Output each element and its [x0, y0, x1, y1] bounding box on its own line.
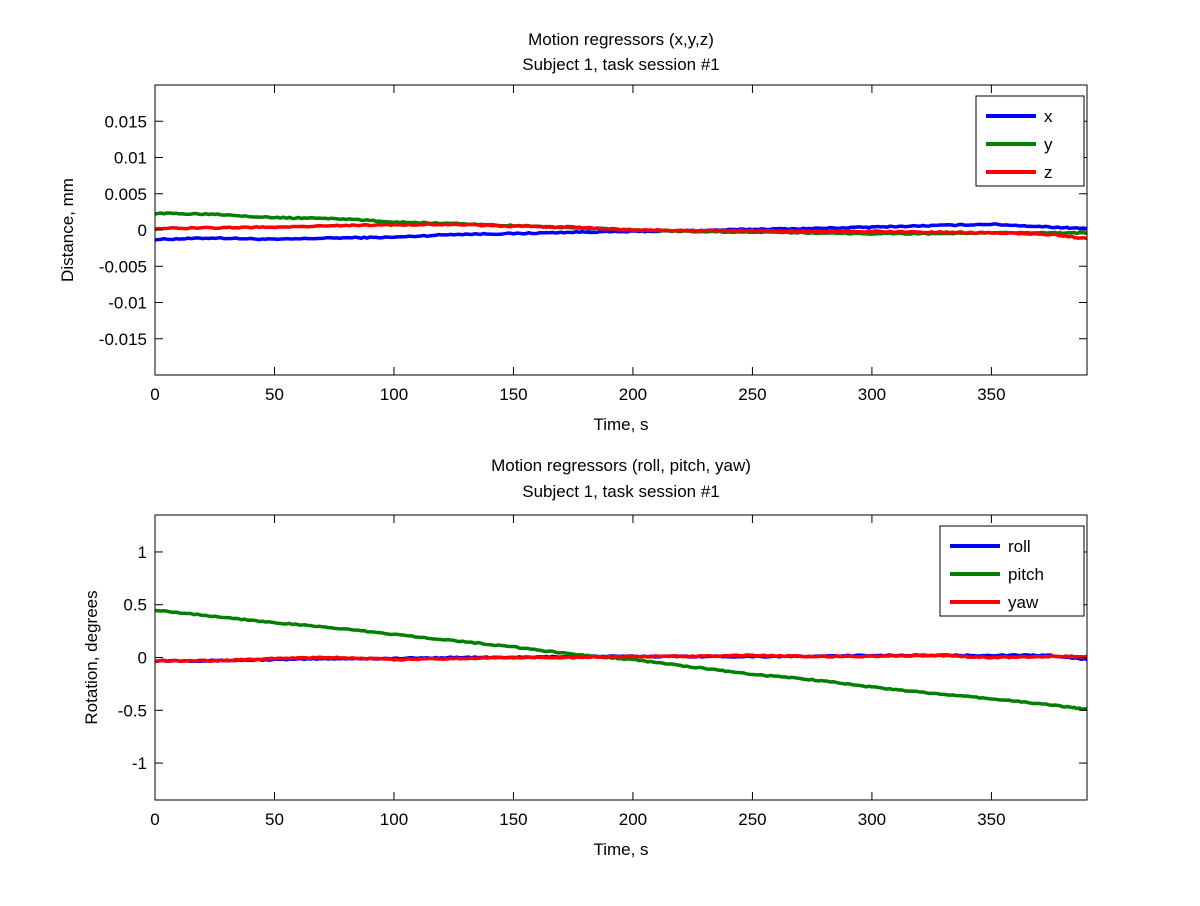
chart-title-line-2: Subject 1, task session #1 — [522, 482, 720, 501]
x-tick-label: 150 — [499, 810, 527, 829]
y-tick-label: 0.015 — [104, 112, 147, 131]
y-tick-label: -0.01 — [108, 294, 147, 313]
x-tick-label: 300 — [858, 810, 886, 829]
x-tick-label: 250 — [738, 385, 766, 404]
x-tick-label: 100 — [380, 385, 408, 404]
x-axis-label: Time, s — [593, 415, 648, 434]
chart-title-line-1: Motion regressors (roll, pitch, yaw) — [491, 456, 751, 475]
x-tick-label: 0 — [150, 385, 159, 404]
legend: xyz — [975, 95, 1085, 187]
legend-label-roll: roll — [1008, 537, 1031, 556]
legend-label-x: x — [1044, 107, 1053, 126]
y-tick-label: -0.005 — [99, 257, 147, 276]
legend: roll pitch yaw — [939, 525, 1085, 617]
x-tick-label: 50 — [265, 810, 284, 829]
x-tick-label: 350 — [977, 810, 1005, 829]
series-line-z — [155, 222, 1087, 241]
legend-label-yaw: yaw — [1008, 593, 1039, 612]
x-tick-label: 100 — [380, 810, 408, 829]
chart-title-line-1: Motion regressors (x,y,z) — [528, 30, 714, 49]
y-axis-label: Rotation, degrees — [82, 590, 101, 724]
y-tick-label: -0.5 — [118, 701, 147, 720]
x-tick-label: 200 — [619, 810, 647, 829]
x-axis-label: Time, s — [593, 840, 648, 859]
series-line-pitch — [155, 608, 1087, 712]
x-tick-label: 150 — [499, 385, 527, 404]
y-tick-label: 1 — [138, 543, 147, 562]
x-tick-label: 350 — [977, 385, 1005, 404]
series-group — [155, 211, 1087, 242]
y-tick-label: 0.005 — [104, 185, 147, 204]
y-tick-label: 0 — [138, 221, 147, 240]
y-tick-label: -0.015 — [99, 330, 147, 349]
y-axis-label: Distance, mm — [58, 178, 77, 282]
legend-label-pitch: pitch — [1008, 565, 1044, 584]
x-tick-label: 200 — [619, 385, 647, 404]
panel-rotation: Motion regressors (roll, pitch, yaw) Subj… — [82, 456, 1088, 859]
legend-label-z: z — [1044, 163, 1053, 182]
series-line-yaw — [155, 653, 1087, 663]
y-tick-label: 0.5 — [123, 596, 147, 615]
x-tick-label: 50 — [265, 385, 284, 404]
y-tick-label: -1 — [132, 754, 147, 773]
series-group — [155, 608, 1087, 712]
legend-label-y: y — [1044, 135, 1053, 154]
x-tick-label: 250 — [738, 810, 766, 829]
chart-title-line-2: Subject 1, task session #1 — [522, 55, 720, 74]
y-tick-label: 0 — [138, 649, 147, 668]
x-tick-label: 300 — [858, 385, 886, 404]
y-tick-label: 0.01 — [114, 149, 147, 168]
x-tick-label: 0 — [150, 810, 159, 829]
panel-translation: Motion regressors (x,y,z) Subject 1, task… — [58, 30, 1088, 434]
